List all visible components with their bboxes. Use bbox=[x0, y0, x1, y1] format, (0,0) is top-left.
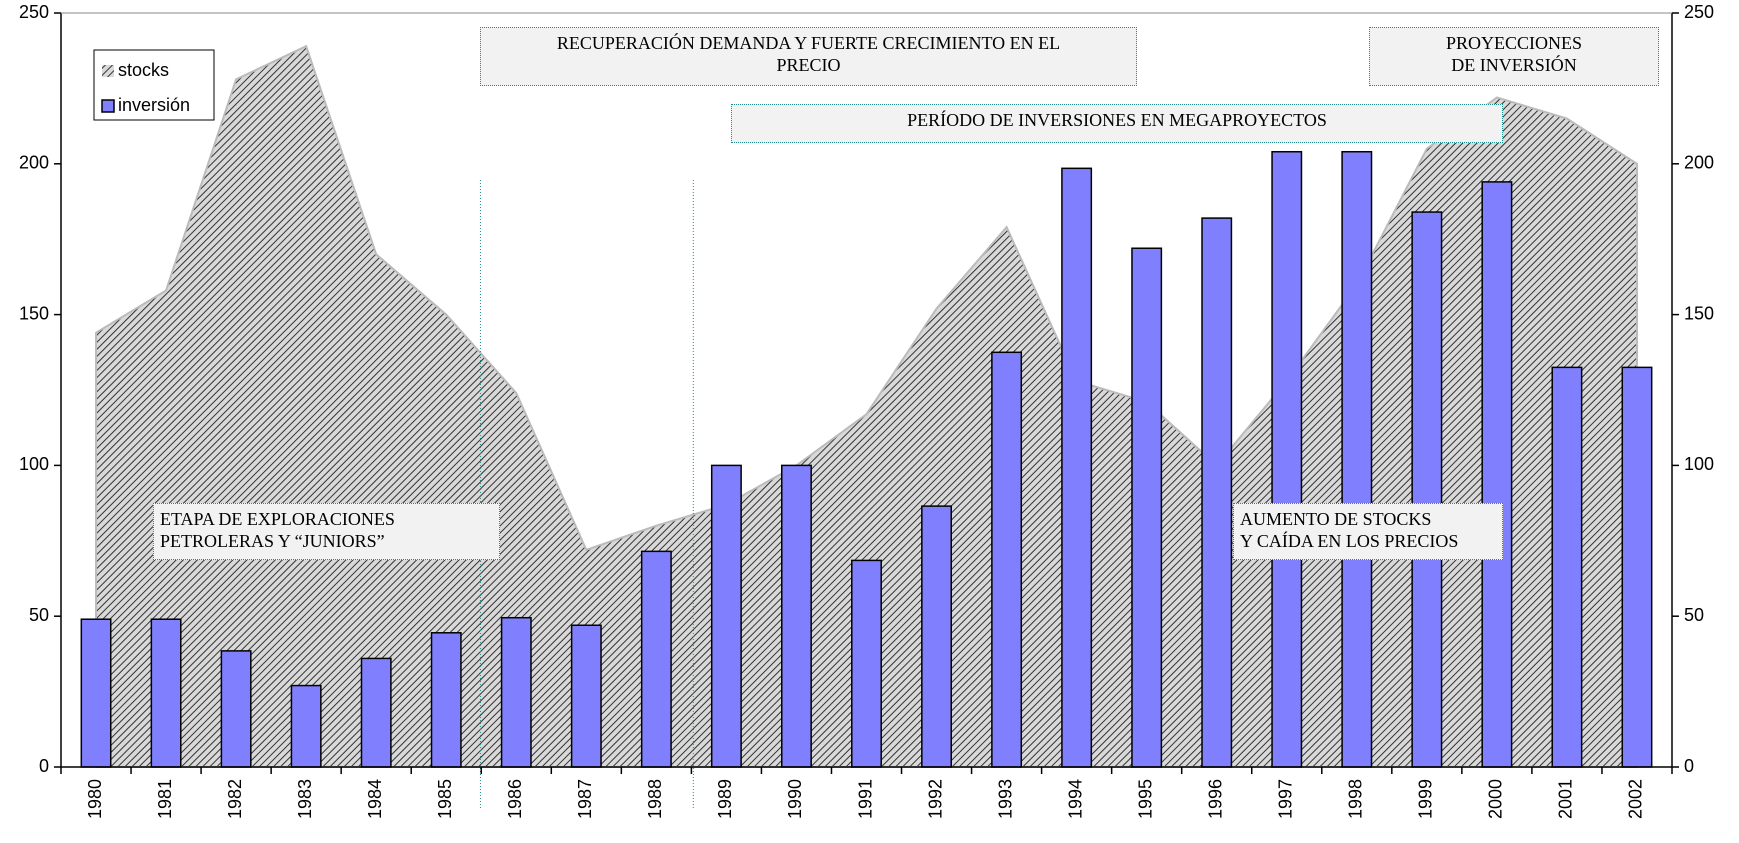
annotation-line: AUMENTO DE STOCKS bbox=[1240, 509, 1432, 529]
bar bbox=[851, 559, 882, 768]
y2-tick-label: 0 bbox=[1684, 756, 1694, 776]
y2-tick-label: 50 bbox=[1684, 605, 1704, 625]
legend-label: stocks bbox=[118, 60, 169, 80]
bar bbox=[1061, 167, 1093, 768]
bar bbox=[780, 464, 812, 768]
y-tick-label: 250 bbox=[19, 2, 49, 22]
bar bbox=[290, 684, 322, 768]
x-tick-label: 1990 bbox=[785, 779, 805, 819]
x-tick-label: 1980 bbox=[85, 779, 105, 819]
x-tick-label: 1984 bbox=[365, 779, 385, 819]
y-tick-label: 150 bbox=[19, 303, 49, 323]
x-tick-label: 2001 bbox=[1556, 779, 1576, 819]
bar bbox=[991, 351, 1023, 768]
x-tick-label: 1993 bbox=[995, 779, 1015, 819]
x-tick-label: 1986 bbox=[505, 779, 525, 819]
annotation-line: PETROLERAS Y “JUNIORS” bbox=[160, 531, 385, 551]
y2-tick-label: 250 bbox=[1684, 2, 1714, 22]
annotation-line: RECUPERACIÓN DEMANDA Y FUERTE CRECIMIENT… bbox=[556, 33, 1061, 53]
annotation-line: Y CAÍDA EN LOS PRECIOS bbox=[1240, 531, 1459, 551]
x-tick-label: 2002 bbox=[1626, 779, 1646, 819]
annotation-line: PROYECCIONES bbox=[1445, 33, 1583, 53]
x-tick-label: 1985 bbox=[435, 779, 455, 819]
bar bbox=[921, 505, 953, 768]
bar bbox=[1481, 181, 1513, 768]
bar bbox=[500, 616, 532, 768]
bar bbox=[1201, 217, 1233, 768]
y-tick-label: 50 bbox=[29, 605, 49, 625]
y-tick-label: 0 bbox=[39, 756, 49, 776]
bar bbox=[150, 618, 182, 768]
bar bbox=[1621, 366, 1653, 768]
x-tick-label: 1988 bbox=[645, 779, 665, 819]
annotation-line: PERÍODO DE INVERSIONES EN MEGAPROYECTOS bbox=[907, 110, 1327, 130]
bar bbox=[220, 650, 252, 768]
bar bbox=[1271, 150, 1303, 768]
bar bbox=[640, 550, 672, 768]
y2-tick-label: 150 bbox=[1684, 303, 1714, 323]
annotation-line: PRECIO bbox=[776, 55, 841, 75]
annotation: RECUPERACIÓN DEMANDA Y FUERTE CRECIMIENT… bbox=[480, 27, 1137, 86]
x-tick-label: 1994 bbox=[1065, 779, 1085, 819]
bar bbox=[1411, 211, 1443, 768]
y2-tick-label: 100 bbox=[1684, 454, 1714, 474]
bar bbox=[360, 657, 392, 768]
x-tick-label: 1998 bbox=[1346, 779, 1366, 819]
annotation-line: ETAPA DE EXPLORACIONES bbox=[160, 509, 395, 529]
annotation: ETAPA DE EXPLORACIONES PETROLERAS Y “JUNI… bbox=[153, 503, 500, 560]
x-tick-label: 1997 bbox=[1276, 779, 1296, 819]
y-tick-label: 100 bbox=[19, 454, 49, 474]
stocks-area bbox=[95, 44, 1638, 768]
x-tick-label: 1983 bbox=[295, 779, 315, 819]
legend: stocks inversión bbox=[93, 49, 215, 121]
x-tick-label: 1991 bbox=[855, 779, 875, 819]
x-tick-label: 1996 bbox=[1205, 779, 1225, 819]
x-tick-label: 1992 bbox=[925, 779, 945, 819]
x-tick-label: 1995 bbox=[1135, 779, 1155, 819]
annotation-line: DE INVERSIÓN bbox=[1451, 55, 1577, 75]
bar bbox=[710, 464, 742, 768]
bar bbox=[80, 618, 112, 768]
x-tick-label: 1981 bbox=[155, 779, 175, 819]
x-tick-label: 1999 bbox=[1416, 779, 1436, 819]
annotation: PROYECCIONES DE INVERSIÓN bbox=[1369, 27, 1659, 86]
x-tick-label: 1982 bbox=[225, 779, 245, 819]
x-tick-label: 1989 bbox=[715, 779, 735, 819]
annotation: PERÍODO DE INVERSIONES EN MEGAPROYECTOS bbox=[731, 104, 1503, 143]
bar bbox=[1551, 366, 1583, 768]
legend-label: inversión bbox=[118, 95, 190, 115]
bar bbox=[1131, 247, 1163, 768]
bar bbox=[430, 632, 462, 768]
legend-swatch bbox=[101, 99, 115, 113]
x-tick-label: 1987 bbox=[575, 779, 595, 819]
bar bbox=[1341, 150, 1373, 768]
bar bbox=[570, 624, 602, 768]
legend-swatch bbox=[102, 65, 114, 77]
y-tick-label: 200 bbox=[19, 153, 49, 173]
x-tick-label: 2000 bbox=[1486, 779, 1506, 819]
annotation: AUMENTO DE STOCKS Y CAÍDA EN LOS PRECIOS bbox=[1233, 503, 1503, 560]
y2-tick-label: 200 bbox=[1684, 153, 1714, 173]
